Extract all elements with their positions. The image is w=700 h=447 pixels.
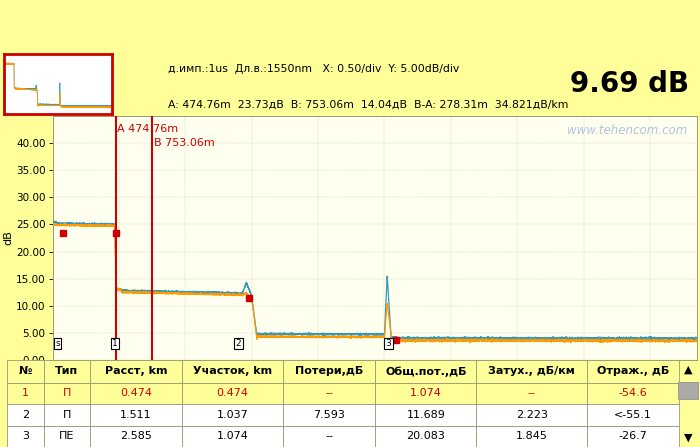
Bar — [678, 382, 697, 399]
Text: s: s — [55, 339, 60, 348]
Text: 1: 1 — [112, 339, 118, 348]
Text: 2: 2 — [236, 339, 241, 348]
Text: д.имп.:1us  Дл.в.:1550nm   X: 0.50/div  Y: 5.00dB/div: д.имп.:1us Дл.в.:1550nm X: 0.50/div Y: 5… — [168, 64, 459, 74]
Y-axis label: dB: dB — [4, 231, 13, 245]
Text: A 474.76m: A 474.76m — [117, 124, 178, 135]
Text: www.tehencom.com: www.tehencom.com — [566, 123, 687, 136]
Text: 3: 3 — [386, 339, 391, 348]
Text: 9.69 dB: 9.69 dB — [570, 70, 690, 98]
Text: A: 474.76m  23.73дB  B: 753.06m  14.04дB  B-A: 278.31m  34.821дB/km: A: 474.76m 23.73дB B: 753.06m 14.04дB B-… — [168, 100, 568, 110]
Text: ▲: ▲ — [683, 364, 692, 374]
Text: ▼: ▼ — [683, 433, 692, 443]
Text: B 753.06m: B 753.06m — [154, 138, 215, 148]
